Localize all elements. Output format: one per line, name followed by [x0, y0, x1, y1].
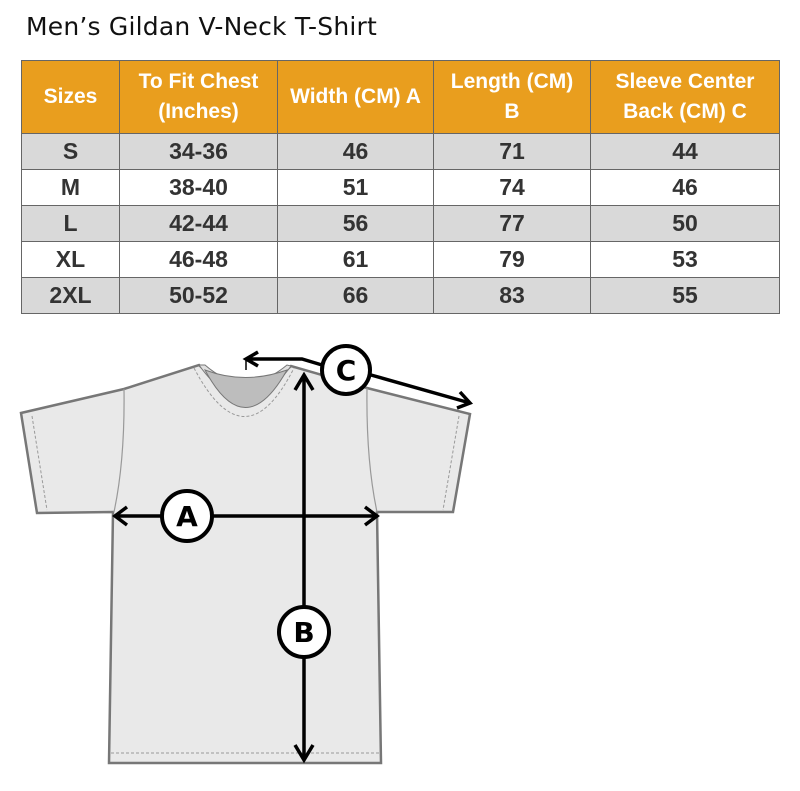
table-cell: 83 — [433, 277, 591, 314]
label-b-marker: B — [277, 605, 331, 659]
table-row: XL 46-48 61 79 53 — [21, 241, 780, 278]
table-cell: S — [21, 133, 120, 170]
table-cell: 46 — [590, 169, 780, 206]
table-cell: 51 — [277, 169, 434, 206]
table-cell: 46 — [277, 133, 434, 170]
table-cell: XL — [21, 241, 120, 278]
label-b: B — [293, 616, 314, 649]
table-cell: 74 — [433, 169, 591, 206]
table-cell: 61 — [277, 241, 434, 278]
label-a-marker: A — [160, 489, 214, 543]
table-row: M 38-40 51 74 46 — [21, 169, 780, 206]
measure-arrows — [112, 350, 474, 764]
table-row: S 34-36 46 71 44 — [21, 133, 780, 170]
tshirt-diagram: A B C — [19, 344, 474, 765]
table-cell: 56 — [277, 205, 434, 242]
table-cell: 46-48 — [119, 241, 278, 278]
table-cell: 2XL — [21, 277, 120, 314]
table-cell: 71 — [433, 133, 591, 170]
table-cell: 42-44 — [119, 205, 278, 242]
table-cell: 66 — [277, 277, 434, 314]
table-cell: 38-40 — [119, 169, 278, 206]
tshirt-outline — [19, 363, 472, 765]
table-cell: 50-52 — [119, 277, 278, 314]
page-title: Men’s Gildan V-Neck T-Shirt — [26, 12, 378, 41]
header-row: Sizes To Fit Chest (Inches) Width (CM) A… — [21, 60, 780, 134]
header-length: Length (CM) B — [433, 60, 591, 134]
table-row: L 42-44 56 77 50 — [21, 205, 780, 242]
table-cell: 77 — [433, 205, 591, 242]
label-c-marker: C — [320, 344, 372, 396]
table-cell: 55 — [590, 277, 780, 314]
table-cell: 53 — [590, 241, 780, 278]
table-cell: 34-36 — [119, 133, 278, 170]
size-chart-table: Sizes To Fit Chest (Inches) Width (CM) A… — [21, 60, 780, 314]
table-cell: L — [21, 205, 120, 242]
header-chest: To Fit Chest (Inches) — [119, 60, 278, 134]
table-cell: 79 — [433, 241, 591, 278]
table-cell: 50 — [590, 205, 780, 242]
label-c: C — [336, 354, 357, 387]
header-width: Width (CM) A — [277, 60, 434, 134]
table-row: 2XL 50-52 66 83 55 — [21, 277, 780, 314]
table-cell: M — [21, 169, 120, 206]
table-cell: 44 — [590, 133, 780, 170]
label-a: A — [176, 500, 198, 533]
header-sizes: Sizes — [21, 60, 120, 134]
header-sleeve: Sleeve Center Back (CM) C — [590, 60, 780, 134]
